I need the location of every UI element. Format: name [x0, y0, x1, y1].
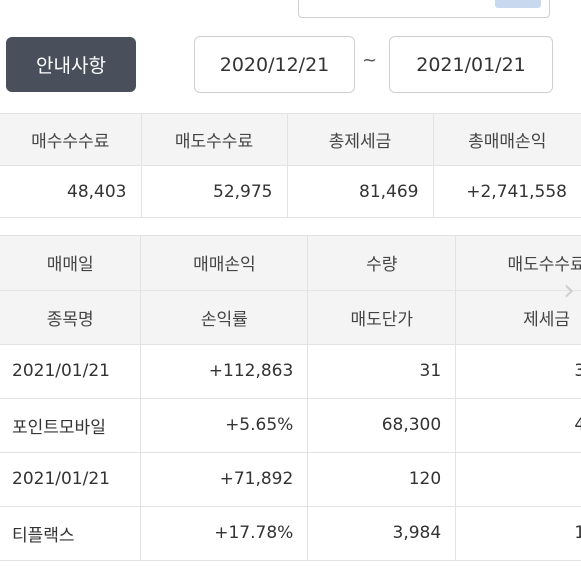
table-row[interactable]: 2021/01/21 +71,892 120 718: [0, 452, 581, 507]
start-date-field[interactable]: 2020/12/21: [194, 36, 355, 93]
quantity: 120: [307, 452, 457, 507]
trade-date-header: 매매일: [0, 236, 142, 291]
total-tax-header: 총제세금: [287, 113, 434, 166]
trade-date: 2021/01/21: [0, 452, 142, 507]
tax: 1,099: [455, 506, 581, 561]
quantity: 31: [307, 344, 457, 399]
summary-header-row: 매수수수료 매도수수료 총제세금 총매매손익: [0, 113, 581, 166]
return-rate: +17.78%: [140, 506, 309, 561]
return-rate-header: 손익률: [140, 290, 309, 345]
table-row[interactable]: 2021/01/21 +112,863 31 3,176: [0, 344, 581, 399]
search-field-partial[interactable]: [298, 0, 550, 18]
return-rate: +5.65%: [140, 398, 309, 453]
sell-fee: 718: [455, 452, 581, 507]
trade-pnl: +71,892: [140, 452, 309, 507]
trade-date: 2021/01/21: [0, 344, 142, 399]
detail-header-row-1: 매매일 매매손익 수량 매도수수료: [0, 236, 581, 291]
detail-header-row-2: 종목명 손익률 매도단가 제세금: [0, 290, 581, 345]
tax: 4,869: [455, 398, 581, 453]
table-row[interactable]: 티플랙스 +17.78% 3,984 1,099: [0, 506, 581, 561]
chevron-right-icon[interactable]: ›: [563, 272, 575, 308]
trade-detail-scroll[interactable]: 매매일 매매손익 수량 매도수수료 종목명 손익률 매도단가 제세금 2021/…: [0, 235, 581, 567]
sell-fee-value: 52,975: [141, 165, 288, 218]
quantity-header: 수량: [307, 236, 457, 291]
date-separator: ~: [362, 50, 378, 71]
sell-price: 68,300: [307, 398, 457, 453]
total-pnl-value: +2,741,558: [433, 165, 581, 218]
sell-price-header: 매도단가: [307, 290, 457, 345]
stock-name-header: 종목명: [0, 290, 142, 345]
summary-table: 매수수수료 매도수수료 총제세금 총매매손익 48,403 52,975 81,…: [0, 113, 581, 218]
trade-pnl: +112,863: [140, 344, 309, 399]
trade-detail-table: 매매일 매매손익 수량 매도수수료 종목명 손익률 매도단가 제세금 2021/…: [0, 236, 581, 561]
buy-fee-value: 48,403: [0, 165, 142, 218]
table-row[interactable]: 포인트모바일 +5.65% 68,300 4,869: [0, 398, 581, 453]
summary-value-row: 48,403 52,975 81,469 +2,741,558: [0, 165, 581, 218]
sell-price: 3,984: [307, 506, 457, 561]
sell-fee-col-header: 매도수수료: [455, 236, 581, 291]
sell-fee: 3,176: [455, 344, 581, 399]
total-tax-value: 81,469: [287, 165, 434, 218]
tax-header: 제세금: [455, 290, 581, 345]
notice-button[interactable]: 안내사항: [6, 37, 136, 92]
buy-fee-header: 매수수수료: [0, 113, 142, 166]
stock-name: 티플랙스: [0, 506, 142, 561]
search-button-partial[interactable]: [495, 0, 541, 8]
total-pnl-header: 총매매손익: [433, 113, 581, 166]
trade-pnl-header: 매매손익: [140, 236, 309, 291]
sell-fee-header: 매도수수료: [141, 113, 288, 166]
stock-name: 포인트모바일: [0, 398, 142, 453]
end-date-field[interactable]: 2021/01/21: [389, 36, 553, 93]
